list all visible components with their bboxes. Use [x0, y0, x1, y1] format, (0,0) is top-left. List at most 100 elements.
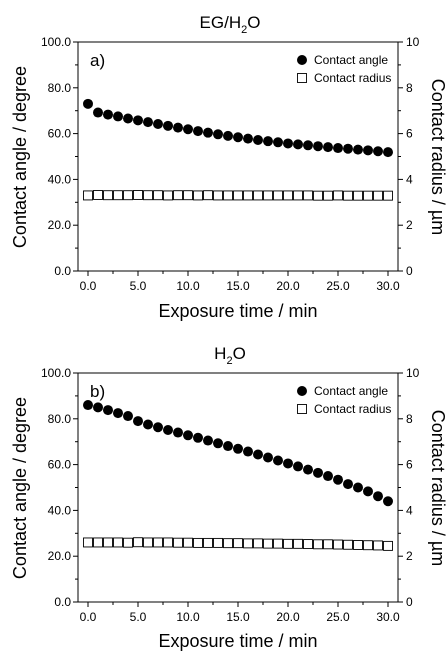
- point-contact-angle: [333, 474, 343, 485]
- point-contact-radius: [113, 190, 123, 201]
- y-axis-label-right: Contact radius / µm: [428, 79, 448, 235]
- point-contact-radius: [213, 190, 223, 201]
- x-tick-label: 0.0: [80, 610, 97, 624]
- point-contact-radius: [383, 540, 393, 551]
- point-contact-radius: [253, 190, 263, 201]
- point-contact-radius: [193, 190, 203, 201]
- point-contact-angle: [283, 458, 293, 469]
- point-contact-angle: [203, 435, 213, 446]
- point-contact-angle: [123, 113, 133, 124]
- x-tick-label: 5.0: [130, 279, 147, 293]
- point-contact-angle: [323, 142, 333, 153]
- point-contact-radius: [323, 190, 333, 201]
- y-tick-label-left: 0.0: [54, 595, 71, 609]
- legend-label-contact-angle: Contact angle: [314, 53, 388, 67]
- panel-label: b): [90, 382, 105, 401]
- point-contact-radius: [333, 539, 343, 550]
- point-contact-angle: [243, 446, 253, 457]
- point-contact-radius: [303, 539, 313, 550]
- chart-panel-a: EG/H2O a) Exposure time / min Contact an…: [10, 13, 448, 321]
- point-contact-radius: [143, 190, 153, 201]
- point-contact-angle: [163, 120, 173, 131]
- y-axis-label-left: Contact angle / degree: [10, 66, 30, 248]
- point-contact-angle: [153, 118, 163, 129]
- legend-label-contact-angle: Contact angle: [314, 384, 388, 398]
- point-contact-radius: [363, 540, 373, 551]
- axis-ticks: 0.0 5.0 10.0 15.0 20.0 25.0 30.0 0.0 20.0 40.0 60.…: [41, 35, 420, 293]
- x-tick-label: 0.0: [80, 279, 97, 293]
- axis-ticks: 0.0 5.0 10.0 15.0 20.0 25.0 30.0 0.0 20.0 40.0 60.…: [41, 366, 420, 624]
- point-contact-angle: [223, 130, 233, 141]
- point-contact-angle: [323, 471, 333, 482]
- y-tick-label-left: 80.0: [48, 412, 72, 426]
- point-contact-radius: [183, 537, 193, 548]
- point-contact-radius: [273, 190, 283, 201]
- chart-title: EG/H2O: [200, 13, 261, 36]
- x-tick-label: 25.0: [326, 610, 350, 624]
- point-contact-angle: [363, 486, 373, 497]
- x-tick-label: 10.0: [176, 279, 200, 293]
- data-marks: [83, 400, 393, 551]
- point-contact-radius: [133, 537, 143, 548]
- point-contact-angle: [353, 144, 363, 155]
- y-tick-label-left: 60.0: [48, 458, 72, 472]
- data-marks: [83, 98, 393, 201]
- point-contact-radius: [233, 538, 243, 549]
- y-tick-label-left: 40.0: [48, 172, 72, 186]
- point-contact-radius: [123, 537, 133, 548]
- point-contact-angle: [213, 129, 223, 140]
- y-tick-label-left: 80.0: [48, 81, 72, 95]
- chart-panel-b: H2O b) Exposure time / min Contact angle…: [10, 344, 448, 651]
- point-contact-angle: [123, 411, 133, 422]
- point-contact-angle: [113, 408, 123, 419]
- point-contact-radius: [333, 190, 343, 201]
- point-contact-radius: [173, 190, 183, 201]
- point-contact-angle: [223, 441, 233, 452]
- point-contact-angle: [243, 133, 253, 144]
- point-contact-radius: [103, 537, 113, 548]
- x-tick-label: 30.0: [376, 610, 400, 624]
- point-contact-angle: [383, 496, 393, 507]
- legend-marker-contact-angle: [297, 55, 307, 65]
- point-contact-angle: [263, 452, 273, 463]
- point-contact-radius: [283, 538, 293, 549]
- point-contact-angle: [273, 137, 283, 148]
- point-contact-angle: [163, 425, 173, 436]
- point-contact-angle: [103, 109, 113, 120]
- point-contact-radius: [283, 190, 293, 201]
- point-contact-angle: [83, 400, 93, 411]
- point-contact-radius: [83, 190, 93, 201]
- point-contact-angle: [183, 124, 193, 135]
- point-contact-radius: [273, 538, 283, 549]
- point-contact-radius: [173, 537, 183, 548]
- point-contact-radius: [133, 190, 143, 200]
- y-tick-label-left: 100.0: [41, 366, 71, 380]
- point-contact-angle: [233, 443, 243, 454]
- point-contact-angle: [133, 115, 143, 126]
- point-contact-radius: [293, 538, 303, 549]
- point-contact-radius: [143, 537, 153, 548]
- point-contact-angle: [313, 141, 323, 152]
- point-contact-angle: [333, 143, 343, 154]
- point-contact-radius: [353, 540, 363, 550]
- point-contact-radius: [303, 190, 313, 201]
- y-tick-label-right: 10: [406, 35, 420, 49]
- point-contact-radius: [213, 537, 223, 548]
- y-tick-label-right: 6: [406, 458, 413, 472]
- legend-marker-contact-angle: [297, 386, 307, 396]
- point-contact-angle: [253, 135, 263, 146]
- x-axis-label: Exposure time / min: [158, 301, 317, 321]
- point-contact-angle: [283, 138, 293, 149]
- y-tick-label-left: 100.0: [41, 35, 71, 49]
- y-tick-label-right: 2: [406, 549, 413, 563]
- y-tick-label-left: 20.0: [48, 218, 72, 232]
- point-contact-angle: [263, 136, 273, 147]
- point-contact-radius: [223, 190, 233, 201]
- point-contact-angle: [273, 455, 283, 466]
- y-tick-label-left: 40.0: [48, 503, 72, 517]
- point-contact-radius: [113, 537, 123, 548]
- point-contact-angle: [373, 491, 383, 502]
- point-contact-radius: [83, 537, 93, 548]
- point-contact-angle: [173, 427, 183, 438]
- x-tick-label: 15.0: [226, 610, 250, 624]
